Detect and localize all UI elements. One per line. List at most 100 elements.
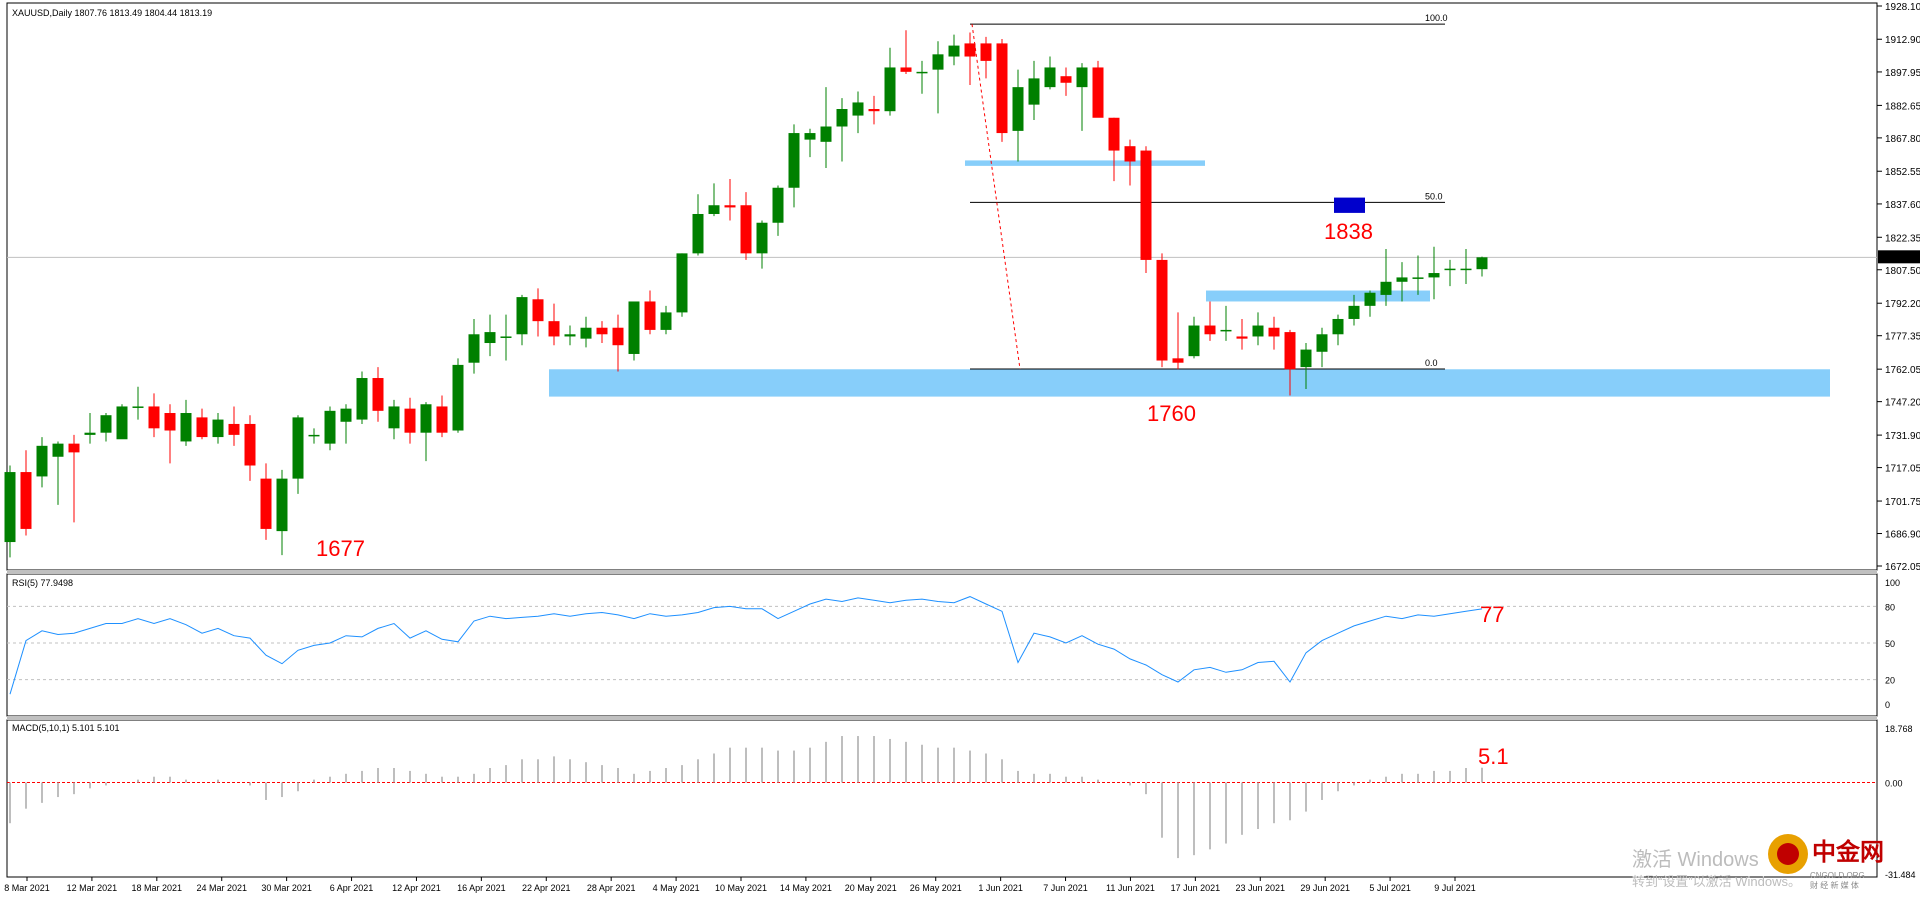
annotation-support-1760: 1760	[1147, 401, 1196, 426]
support-zone-1760	[549, 369, 1830, 397]
brand-tagline: 财 经 新 媒 体	[1810, 880, 1859, 890]
annotation-macd-5-1: 5.1	[1478, 744, 1509, 769]
candle-body	[644, 301, 656, 330]
date-axis-label: 7 Jun 2021	[1043, 883, 1088, 893]
panel-separator	[7, 570, 1877, 574]
fibo-label-50.0: 50.0	[1425, 191, 1443, 201]
candle-body	[1476, 257, 1488, 270]
candle-body	[1444, 268, 1456, 271]
rsi-axis-label: 50	[1885, 639, 1895, 649]
candle-body	[292, 417, 304, 479]
candle-body	[260, 478, 272, 529]
fibo-label-100.0: 100.0	[1425, 13, 1448, 23]
candle-body	[1012, 87, 1024, 131]
rsi-axis-label: 80	[1885, 602, 1895, 612]
rsi-axis-label: 0	[1885, 700, 1890, 710]
candle-body	[1220, 329, 1232, 332]
candle-body	[580, 327, 592, 339]
date-axis-label: 4 May 2021	[653, 883, 700, 893]
candle-body	[36, 445, 48, 477]
candle-body	[228, 423, 240, 435]
candle-body	[84, 432, 96, 435]
candle-body	[1364, 292, 1376, 306]
candle-body	[468, 334, 480, 363]
candle-body	[948, 45, 960, 57]
candle-body	[1108, 117, 1120, 151]
candle-body	[324, 410, 336, 444]
candle-body	[900, 67, 912, 72]
watermark-activate: 激活 Windows	[1632, 848, 1759, 871]
candle-body	[372, 378, 384, 411]
candle-body	[452, 364, 464, 431]
fibo-trendline	[971, 24, 1021, 370]
candle-body	[276, 478, 288, 532]
rsi-header: RSI(5) 77.9498	[12, 578, 73, 588]
candle-body	[180, 413, 192, 442]
price-axis-label: 1897.95	[1885, 68, 1920, 79]
date-axis-label: 30 Mar 2021	[261, 883, 312, 893]
panel-separator	[7, 716, 1877, 720]
rsi-axis-label: 100	[1885, 578, 1900, 588]
candle-body	[1060, 76, 1072, 83]
resistance-zone-1795	[1206, 290, 1430, 302]
date-axis-label: 11 Jun 2021	[1106, 883, 1155, 893]
current-price-badge	[1878, 250, 1920, 264]
candle-body	[1380, 281, 1392, 295]
candle-body	[1300, 349, 1312, 368]
date-axis-label: 22 Apr 2021	[522, 883, 571, 893]
candle-body	[1332, 318, 1344, 335]
candle-body	[884, 67, 896, 112]
candle-body	[1316, 334, 1328, 352]
candle-body	[1412, 277, 1424, 279]
rsi-panel-frame	[6, 573, 1878, 717]
candle-body	[1028, 78, 1040, 105]
date-axis-label: 23 Jun 2021	[1235, 883, 1285, 893]
candle-body	[692, 213, 704, 254]
price-axis-label: 1717.05	[1885, 464, 1920, 475]
candle-body	[20, 472, 32, 529]
candle-body	[1076, 67, 1088, 88]
price-axis-label: 1867.80	[1885, 134, 1920, 145]
price-axis-label: 1686.90	[1885, 530, 1920, 541]
macd-axis-label: 0.00	[1885, 779, 1903, 789]
date-axis-label: 10 May 2021	[715, 883, 767, 893]
candle-body	[612, 327, 624, 346]
price-axis-label: 1852.55	[1885, 167, 1920, 178]
target-marker-box	[1334, 197, 1365, 213]
date-axis-label: 8 Mar 2021	[4, 883, 50, 893]
date-axis-label: 16 Apr 2021	[457, 883, 506, 893]
candle-body	[772, 187, 784, 223]
candle-body	[308, 434, 320, 437]
macd-header: MACD(5,10,1) 5.101 5.101	[12, 723, 120, 733]
candle-body	[436, 406, 448, 433]
candle-body	[196, 417, 208, 438]
date-axis-label: 28 Apr 2021	[587, 883, 636, 893]
candle-body	[724, 205, 736, 208]
candle-body	[996, 43, 1008, 134]
candle-body	[852, 102, 864, 116]
candle-body	[420, 404, 432, 433]
candle-body	[356, 378, 368, 420]
candle-body	[548, 321, 560, 337]
price-axis-label: 1928.10	[1885, 2, 1920, 13]
rsi-axis-label: 20	[1885, 676, 1895, 686]
candle-body	[756, 222, 768, 254]
candle-body	[1268, 327, 1280, 337]
price-axis-label: 1822.35	[1885, 233, 1920, 244]
candle-body	[660, 312, 672, 330]
candle-body	[1428, 273, 1440, 278]
candle-body	[1460, 268, 1472, 271]
candle-body	[244, 423, 256, 466]
candle-body	[1172, 358, 1184, 363]
candle-body	[1124, 146, 1136, 162]
watermark-activate-sub: 转到“设置”以激活 Windows。	[1632, 874, 1801, 889]
candle-body	[916, 71, 928, 74]
date-axis-label: 26 May 2021	[910, 883, 962, 893]
price-axis-label: 1777.35	[1885, 332, 1920, 343]
candle-body	[564, 334, 576, 337]
current-price-label: 1813.19	[1881, 253, 1918, 264]
price-axis-label: 1882.65	[1885, 101, 1920, 112]
candle-body	[1252, 325, 1264, 337]
